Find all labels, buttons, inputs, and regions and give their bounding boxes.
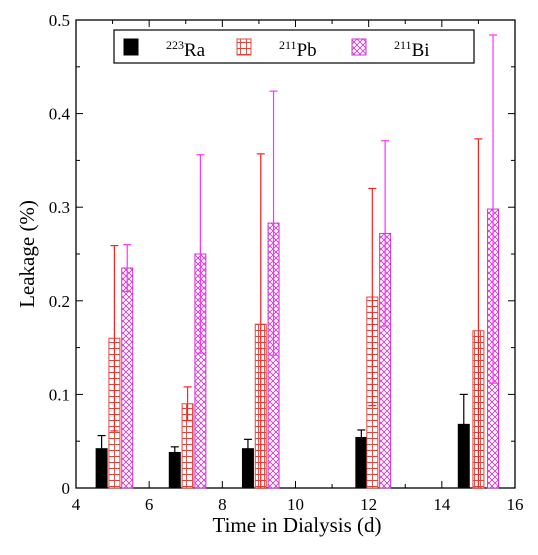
legend-swatch-pb <box>236 38 252 56</box>
legend-entry-bi: 211Bi <box>394 38 430 61</box>
legend: 223Ra 211Pb 211Bi <box>113 29 475 64</box>
axes: 4 6 8 10 12 14 16 0 0.1 0.2 0.3 0.4 0.5 <box>49 11 524 514</box>
x-tick-label: 10 <box>287 495 304 514</box>
plot-frame <box>75 19 516 489</box>
legend-mass-number: 223 <box>166 38 184 52</box>
legend-entry-pb: 211Pb <box>279 38 317 61</box>
legend-swatch-ra <box>123 38 139 56</box>
legend-box <box>113 29 475 64</box>
legend-entry-ra: 223Ra <box>166 38 206 61</box>
y-tick-label: 0 <box>62 479 71 498</box>
y-tick-label: 0.3 <box>49 198 70 217</box>
y-tick-label: 0.5 <box>49 11 70 30</box>
legend-mass-number: 211 <box>279 38 297 52</box>
legend-element-symbol: Bi <box>412 40 430 61</box>
y-tick-label: 0.1 <box>49 385 70 404</box>
y-axis-label: Leakage (%) <box>15 200 39 308</box>
y-tick-label: 0.2 <box>49 292 70 311</box>
x-tick-label: 4 <box>72 495 81 514</box>
x-tick-label: 6 <box>145 495 154 514</box>
x-tick-label: 16 <box>507 495 524 514</box>
x-axis-label: Time in Dialysis (d) <box>213 513 382 537</box>
x-tick-label: 14 <box>433 495 451 514</box>
error-bars <box>97 34 498 489</box>
x-tick-label: 8 <box>218 495 227 514</box>
bars <box>95 208 500 489</box>
x-tick-label: 12 <box>360 495 377 514</box>
legend-element-symbol: Ra <box>184 40 206 61</box>
legend-mass-number: 211 <box>394 38 412 52</box>
y-tick-label: 0.4 <box>49 105 71 124</box>
legend-swatch-bi <box>351 38 367 56</box>
bar-bi <box>121 267 134 489</box>
legend-element-symbol: Pb <box>297 40 317 61</box>
